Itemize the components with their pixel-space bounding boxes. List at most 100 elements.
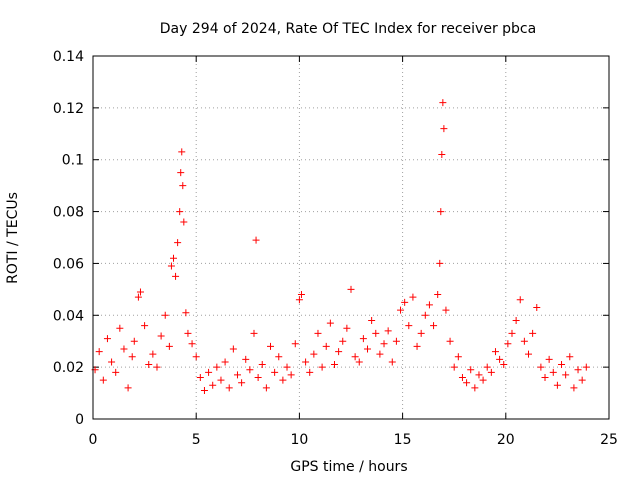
data-point (368, 316, 376, 324)
data-point (302, 358, 310, 366)
data-point (167, 262, 175, 270)
y-tick-label: 0.06 (53, 256, 84, 272)
data-point (533, 304, 541, 312)
data-point (380, 340, 388, 348)
data-point (405, 322, 413, 330)
data-point (279, 376, 287, 384)
data-point (436, 259, 444, 267)
data-point (267, 342, 275, 350)
data-point (184, 329, 192, 337)
data-point (242, 355, 250, 363)
plot-frame (92, 55, 610, 420)
data-point (130, 337, 138, 345)
data-point (95, 348, 103, 356)
data-point (330, 361, 338, 369)
data-point (262, 384, 270, 392)
data-point (401, 298, 409, 306)
data-point (574, 366, 582, 374)
data-point (161, 311, 169, 319)
data-point (430, 322, 438, 330)
data-point (545, 355, 553, 363)
data-point (112, 368, 120, 376)
y-tick-label: 0.14 (53, 49, 84, 65)
data-point (169, 254, 177, 262)
data-point (209, 381, 217, 389)
data-point (504, 340, 512, 348)
data-point (120, 345, 128, 353)
data-point (116, 324, 124, 332)
data-point (413, 342, 421, 350)
x-tick-label: 0 (89, 432, 98, 448)
data-point (439, 99, 447, 107)
data-point (467, 366, 475, 374)
data-point (310, 350, 318, 358)
data-point (376, 350, 384, 358)
data-point (108, 358, 116, 366)
y-tick-label: 0 (75, 412, 84, 428)
data-point (188, 340, 196, 348)
data-point (508, 329, 516, 337)
data-point (128, 353, 136, 361)
data-point (388, 358, 396, 366)
data-point (172, 272, 180, 280)
data-point (491, 348, 499, 356)
data-point (500, 361, 508, 369)
data-point (326, 319, 334, 327)
data-point (440, 125, 448, 133)
data-point (471, 384, 479, 392)
data-point (347, 285, 355, 293)
data-point (287, 371, 295, 379)
data-point (318, 363, 326, 371)
y-tick-label: 0.04 (53, 308, 84, 324)
data-point (233, 371, 241, 379)
data-point (229, 345, 237, 353)
data-point (254, 374, 262, 382)
data-point (384, 327, 392, 335)
data-point (553, 381, 561, 389)
data-point (252, 236, 260, 244)
data-point (174, 239, 182, 247)
data-point (99, 376, 107, 384)
data-point (487, 368, 495, 376)
data-point (562, 371, 570, 379)
data-point (295, 296, 303, 304)
data-point (566, 353, 574, 361)
data-point (177, 169, 185, 177)
data-point (442, 306, 450, 314)
data-point (425, 301, 433, 309)
data-point (479, 376, 487, 384)
data-point (335, 348, 343, 356)
axis-ticks: 0 0.02 0.04 0.06 0.08 0.1 0.12 0.14 0 5 10 15 20 25 (53, 49, 618, 448)
data-point (434, 291, 442, 299)
data-point (192, 353, 200, 361)
data-point (343, 324, 351, 332)
data-point (103, 335, 111, 343)
data-point (225, 384, 233, 392)
data-point (153, 363, 161, 371)
y-tick-label: 0.12 (53, 101, 84, 117)
data-point (397, 306, 405, 314)
data-points (91, 99, 590, 394)
data-point (570, 384, 578, 392)
x-tick-label: 10 (290, 432, 308, 448)
data-point (157, 332, 165, 340)
data-point (372, 329, 380, 337)
data-point (355, 358, 363, 366)
data-point (141, 322, 149, 330)
data-point (238, 379, 246, 387)
data-point (275, 353, 283, 361)
x-tick-label: 5 (192, 432, 201, 448)
data-point (578, 376, 586, 384)
data-point (339, 337, 347, 345)
data-point (359, 335, 367, 343)
data-point (549, 368, 557, 376)
data-point (516, 296, 524, 304)
data-point (454, 353, 462, 361)
data-point (180, 218, 188, 226)
data-point (463, 379, 471, 387)
data-point (392, 337, 400, 345)
y-tick-label: 0.08 (53, 205, 84, 221)
data-point (196, 374, 204, 382)
data-point (437, 208, 445, 216)
